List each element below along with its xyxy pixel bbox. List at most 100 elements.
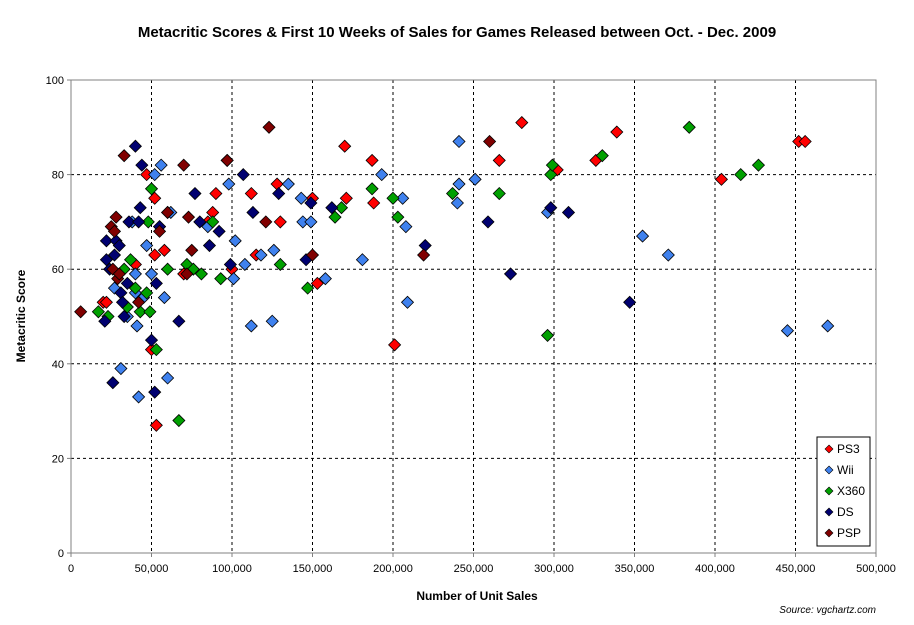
data-point-ds — [481, 215, 495, 229]
data-point-x360 — [446, 186, 460, 201]
data-point-wii — [452, 134, 466, 149]
data-point-wii — [635, 229, 650, 243]
data-point-ds — [135, 158, 149, 172]
data-point-ds — [223, 257, 237, 272]
data-point-wii — [157, 291, 171, 305]
grid-lines — [71, 80, 876, 553]
x-tick-label: 0 — [68, 563, 74, 575]
data-point-ps3 — [714, 172, 729, 186]
data-point-ps3 — [798, 134, 812, 149]
y-tick-label: 100 — [46, 75, 64, 87]
data-point-wii — [244, 319, 258, 333]
data-point-ps3 — [339, 191, 353, 205]
y-tick-label: 40 — [52, 359, 64, 371]
x-tick-label: 400,000 — [695, 563, 735, 575]
data-point-ds — [120, 276, 134, 290]
legend-label-wii: Wii — [837, 463, 854, 477]
data-point-x360 — [194, 267, 208, 281]
data-point-ds — [304, 196, 318, 210]
data-point-ds — [148, 385, 162, 399]
data-point-x360 — [143, 305, 157, 319]
data-point-wii — [355, 253, 369, 267]
source-note: Source: vgchartz.com — [779, 605, 876, 616]
data-point-x360 — [133, 305, 147, 319]
data-point-psp — [161, 205, 175, 220]
data-point-x360 — [149, 343, 163, 357]
data-point-ds — [106, 376, 120, 390]
data-point-x360 — [128, 281, 142, 295]
data-point-psp — [74, 305, 88, 319]
data-point-ps3 — [492, 153, 506, 167]
data-point-wii — [132, 390, 146, 404]
data-point-ps3 — [367, 196, 381, 210]
data-point-wii — [318, 272, 332, 286]
data-point-ps3 — [273, 215, 287, 229]
data-point-psp — [417, 248, 431, 262]
data-point-wii — [254, 248, 268, 262]
data-point-wii — [148, 168, 162, 182]
data-point-wii — [154, 158, 168, 172]
series-ds — [98, 139, 637, 399]
data-point-wii — [452, 177, 466, 191]
y-tick-label: 60 — [52, 264, 64, 276]
data-point-x360 — [365, 182, 379, 196]
data-point-psp — [117, 149, 131, 163]
data-point-ds — [98, 314, 112, 328]
y-tick-label: 20 — [52, 453, 64, 465]
data-point-psp — [483, 134, 497, 149]
data-point-wii — [821, 319, 835, 333]
x-tick-label: 200,000 — [373, 563, 413, 575]
data-point-ds — [202, 238, 217, 253]
data-point-psp — [305, 248, 320, 262]
data-point-wii — [114, 361, 128, 376]
data-point-ds — [236, 168, 250, 182]
data-point-ps3 — [388, 338, 402, 352]
data-point-ds — [325, 201, 339, 215]
legend-label-ps3: PS3 — [837, 442, 860, 456]
data-point-ds — [623, 295, 637, 309]
data-point-ds — [132, 215, 146, 229]
data-point-psp — [107, 224, 122, 238]
data-point-wii — [238, 257, 252, 272]
data-point-x360 — [214, 272, 228, 286]
data-point-psp — [185, 243, 199, 257]
x-tick-label: 250,000 — [454, 563, 494, 575]
data-point-ds — [128, 139, 142, 153]
data-point-ds — [149, 276, 163, 290]
legend-label-psp: PSP — [837, 526, 861, 540]
data-point-ps3 — [209, 186, 223, 201]
x-tick-label: 500,000 — [856, 563, 896, 575]
y-tick-label: 80 — [52, 170, 64, 182]
data-point-ps3 — [338, 139, 352, 153]
data-point-ds — [172, 314, 186, 328]
data-point-wii — [661, 248, 675, 262]
legend-marker-ps3 — [824, 444, 834, 454]
data-point-ds — [188, 186, 202, 201]
data-point-ps3 — [149, 418, 163, 432]
x-tick-label: 350,000 — [615, 563, 655, 575]
legend-label-ds: DS — [837, 505, 854, 519]
data-point-wii — [375, 168, 389, 182]
data-point-x360 — [391, 210, 405, 224]
x-tick-label: 450,000 — [776, 563, 816, 575]
data-point-wii — [130, 319, 144, 333]
data-point-ps3 — [270, 177, 284, 191]
data-point-ds — [144, 333, 159, 347]
data-point-psp — [152, 224, 167, 238]
data-point-psp — [220, 153, 234, 167]
series-wii — [107, 134, 835, 404]
data-point-ds — [99, 234, 113, 248]
data-point-ds — [122, 215, 136, 229]
data-point-ps3 — [365, 153, 379, 167]
data-point-ds — [246, 205, 260, 220]
x-tick-label: 300,000 — [534, 563, 574, 575]
data-points — [74, 116, 835, 432]
data-point-wii — [265, 314, 279, 328]
data-point-wii — [222, 177, 236, 191]
data-point-ds — [117, 309, 131, 324]
data-point-psp — [112, 267, 126, 281]
data-point-x360 — [734, 168, 748, 182]
data-point-psp — [262, 120, 276, 134]
data-point-ps3 — [157, 243, 171, 257]
